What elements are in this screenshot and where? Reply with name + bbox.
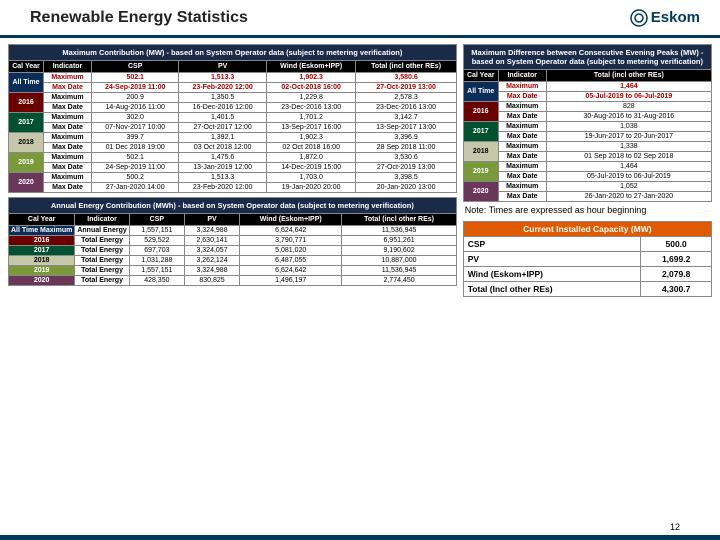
page-title: Renewable Energy Statistics [30,9,248,27]
max-difference-table: Maximum Difference between Consecutive E… [463,44,712,202]
max-contribution-table: Maximum Contribution (MW) - based on Sys… [8,44,457,193]
time-note: Note: Times are expressed as hour beginn… [465,205,712,215]
footer-bar [0,535,720,540]
page-number: 12 [670,522,680,532]
capacity-table: Current Installed Capacity (MW) CSP500.0… [463,221,712,297]
eskom-logo: Eskom [630,9,700,27]
annual-energy-table: Annual Energy Contribution (MWh) - based… [8,197,457,286]
